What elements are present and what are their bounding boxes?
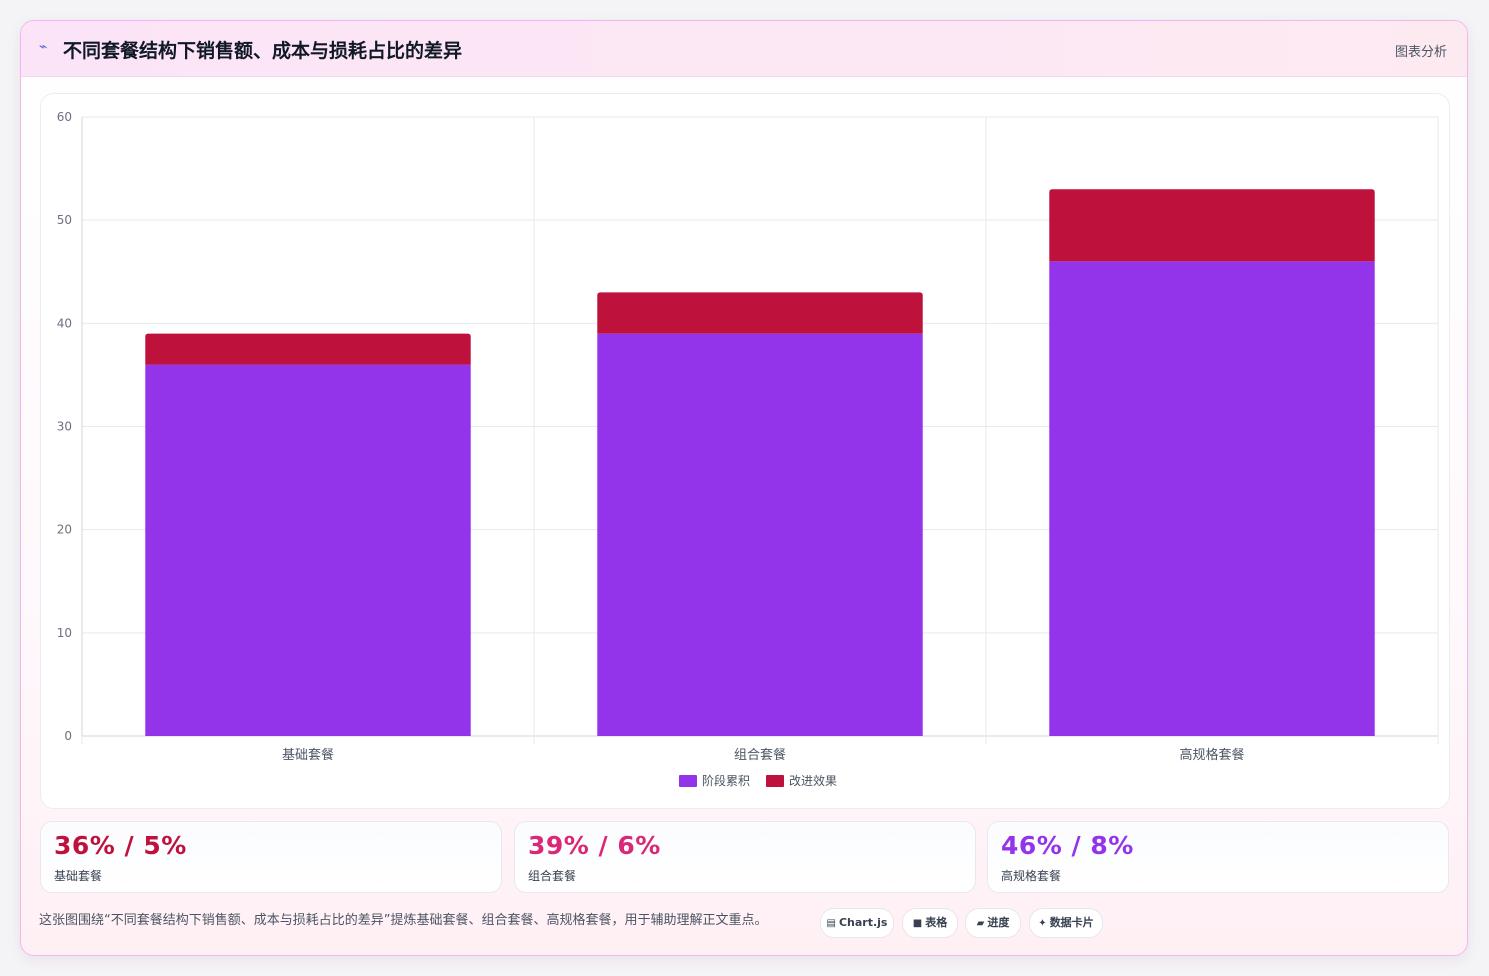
legend-label: 阶段累积 [702, 773, 750, 788]
chip-progress[interactable]: ▰ 进度 [965, 908, 1021, 938]
table-icon: ■ [912, 918, 923, 929]
x-tick-label: 组合套餐 [734, 747, 786, 763]
stat-value: 46% / 8% [1001, 831, 1134, 860]
stat-value: 39% / 6% [528, 831, 661, 860]
chart-panel: 0 10 20 30 40 50 60 基础套餐 组合套餐 高规格套餐阶段累积 改进效果 [40, 93, 1450, 809]
stat-label: 基础套餐 [54, 869, 103, 883]
bar-segment [1049, 189, 1375, 262]
chart-analysis-tag[interactable]: 图表分析 [1394, 45, 1447, 60]
progress-icon: ▰ [976, 918, 985, 929]
chip-label: 进度 [987, 916, 1010, 929]
stat-value: 36% / 5% [54, 831, 187, 860]
chip-table[interactable]: ■ 表格 [902, 908, 958, 938]
y-tick-label: 0 [64, 729, 72, 743]
y-tick-label: 50 [57, 213, 72, 227]
y-tick-label: 20 [57, 523, 72, 537]
sparkle-icon: ✦ [1038, 918, 1047, 929]
chip-label: Chart.js [838, 916, 888, 929]
chart-line-icon: ⌁ [39, 39, 48, 55]
bar-segment [145, 333, 471, 365]
bar-segment [145, 364, 471, 736]
chart-icon: ▤ [826, 918, 836, 929]
bar-segment [1049, 261, 1375, 736]
y-tick-label: 30 [57, 420, 72, 434]
stat-card-premium: 46% / 8% 高规格套餐 [987, 821, 1449, 893]
legend-swatch [766, 775, 784, 787]
footer-description: 这张图围绕“不同套餐结构下销售额、成本与损耗占比的差异”提炼基础套餐、组合套餐、… [39, 913, 768, 928]
card-header: ⌁ 不同套餐结构下销售额、成本与损耗占比的差异 图表分析 [21, 21, 1467, 77]
chip-label: 数据卡片 [1049, 916, 1094, 929]
chart-title: 不同套餐结构下销售额、成本与损耗占比的差异 [63, 40, 463, 62]
x-tick-label: 高规格套餐 [1179, 747, 1244, 763]
y-tick-label: 40 [57, 316, 72, 330]
stat-label: 高规格套餐 [1001, 869, 1062, 883]
stat-label: 组合套餐 [528, 869, 577, 883]
chart-card: ⌁ 不同套餐结构下销售额、成本与损耗占比的差异 图表分析 0 10 20 30 40 50… [20, 20, 1468, 956]
legend-label: 改进效果 [789, 773, 837, 788]
chip-data-card[interactable]: ✦ 数据卡片 [1029, 908, 1103, 938]
bar-segment [597, 333, 923, 736]
bar-segment [597, 292, 923, 334]
chip-label: 表格 [925, 916, 948, 929]
stat-card-basic: 36% / 5% 基础套餐 [40, 821, 502, 893]
x-tick-label: 基础套餐 [282, 747, 334, 763]
y-tick-label: 10 [57, 626, 72, 640]
y-tick-label: 60 [57, 110, 72, 124]
legend-swatch [679, 775, 697, 787]
stat-card-combo: 39% / 6% 组合套餐 [514, 821, 976, 893]
chip-chartjs[interactable]: ▤ Chart.js [820, 908, 894, 938]
